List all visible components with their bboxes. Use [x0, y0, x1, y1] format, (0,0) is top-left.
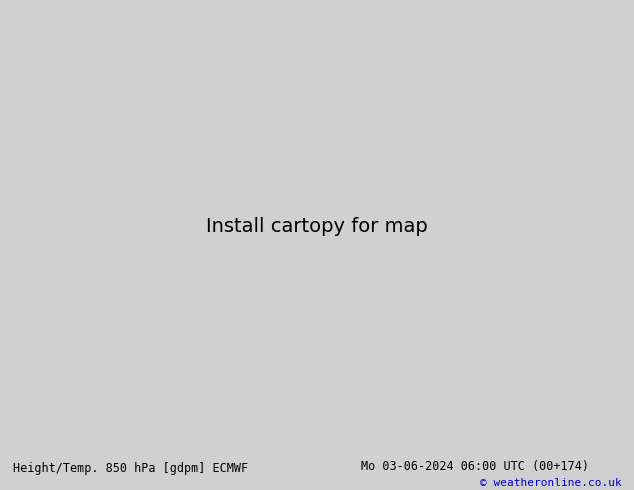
- Text: Mo 03-06-2024 06:00 UTC (00+174): Mo 03-06-2024 06:00 UTC (00+174): [361, 460, 590, 473]
- Text: Height/Temp. 850 hPa [gdpm] ECMWF: Height/Temp. 850 hPa [gdpm] ECMWF: [13, 462, 248, 475]
- Text: © weatheronline.co.uk: © weatheronline.co.uk: [479, 478, 621, 488]
- Text: Install cartopy for map: Install cartopy for map: [206, 218, 428, 236]
